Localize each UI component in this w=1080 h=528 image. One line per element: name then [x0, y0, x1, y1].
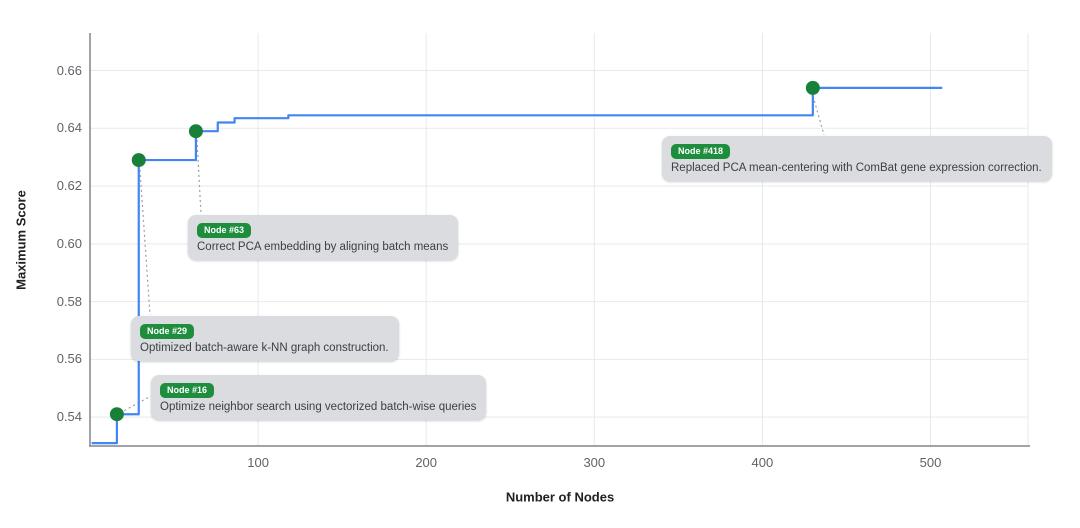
- annotation-badge-node-29: Node #29: [140, 324, 195, 339]
- annotation-node-418: Node #418 Replaced PCA mean-centering wit…: [662, 136, 1052, 181]
- annotation-connector-node-29: [139, 169, 151, 316]
- node-marker-node-29[interactable]: [131, 153, 146, 168]
- annotation-node-63: Node #63 Correct PCA embedding by alignin…: [188, 215, 459, 260]
- y-axis-title: Maximum Score: [13, 190, 29, 290]
- annotation-badge-node-16: Node #16: [160, 383, 215, 398]
- y-tick-0.66: 0.66: [56, 62, 82, 78]
- x-tick-100: 100: [247, 455, 269, 470]
- y-tick-0.60: 0.60: [56, 235, 82, 251]
- annotation-connector-node-418: [812, 95, 825, 136]
- x-tick-300: 300: [583, 455, 606, 470]
- x-tick-500: 500: [919, 455, 942, 470]
- score-step-line: [91, 86, 943, 445]
- annotation-node-16: Node #16 Optimize neighbor search using v…: [151, 375, 487, 420]
- annotation-text-node-63: Correct PCA embedding by aligning batch …: [197, 241, 449, 253]
- x-axis-title: Number of Nodes: [505, 489, 615, 505]
- annotation-badge-node-418: Node #418: [671, 144, 731, 159]
- node-marker-node-418[interactable]: [805, 80, 820, 95]
- annotation-text-node-16: Optimize neighbor search using vectorize…: [160, 401, 477, 413]
- node-marker-node-63[interactable]: [188, 124, 203, 139]
- annotation-text-node-418: Replaced PCA mean-centering with ComBat …: [671, 162, 1042, 174]
- y-tick-0.56: 0.56: [56, 351, 82, 367]
- annotation-connector-node-63: [196, 139, 202, 215]
- y-tick-0.58: 0.58: [56, 293, 82, 309]
- node-marker-node-16[interactable]: [109, 407, 124, 422]
- annotation-badge-node-63: Node #63: [197, 223, 252, 238]
- y-tick-0.54: 0.54: [56, 409, 82, 425]
- y-tick-0.64: 0.64: [56, 120, 82, 136]
- annotation-node-29: Node #29 Optimized batch-aware k-NN graph…: [131, 316, 399, 361]
- annotation-text-node-29: Optimized batch-aware k-NN graph constru…: [140, 342, 389, 354]
- x-tick-200: 200: [415, 455, 438, 470]
- y-tick-0.62: 0.62: [56, 178, 82, 194]
- x-tick-400: 400: [751, 455, 774, 470]
- annotation-connector-node-16: [119, 395, 152, 414]
